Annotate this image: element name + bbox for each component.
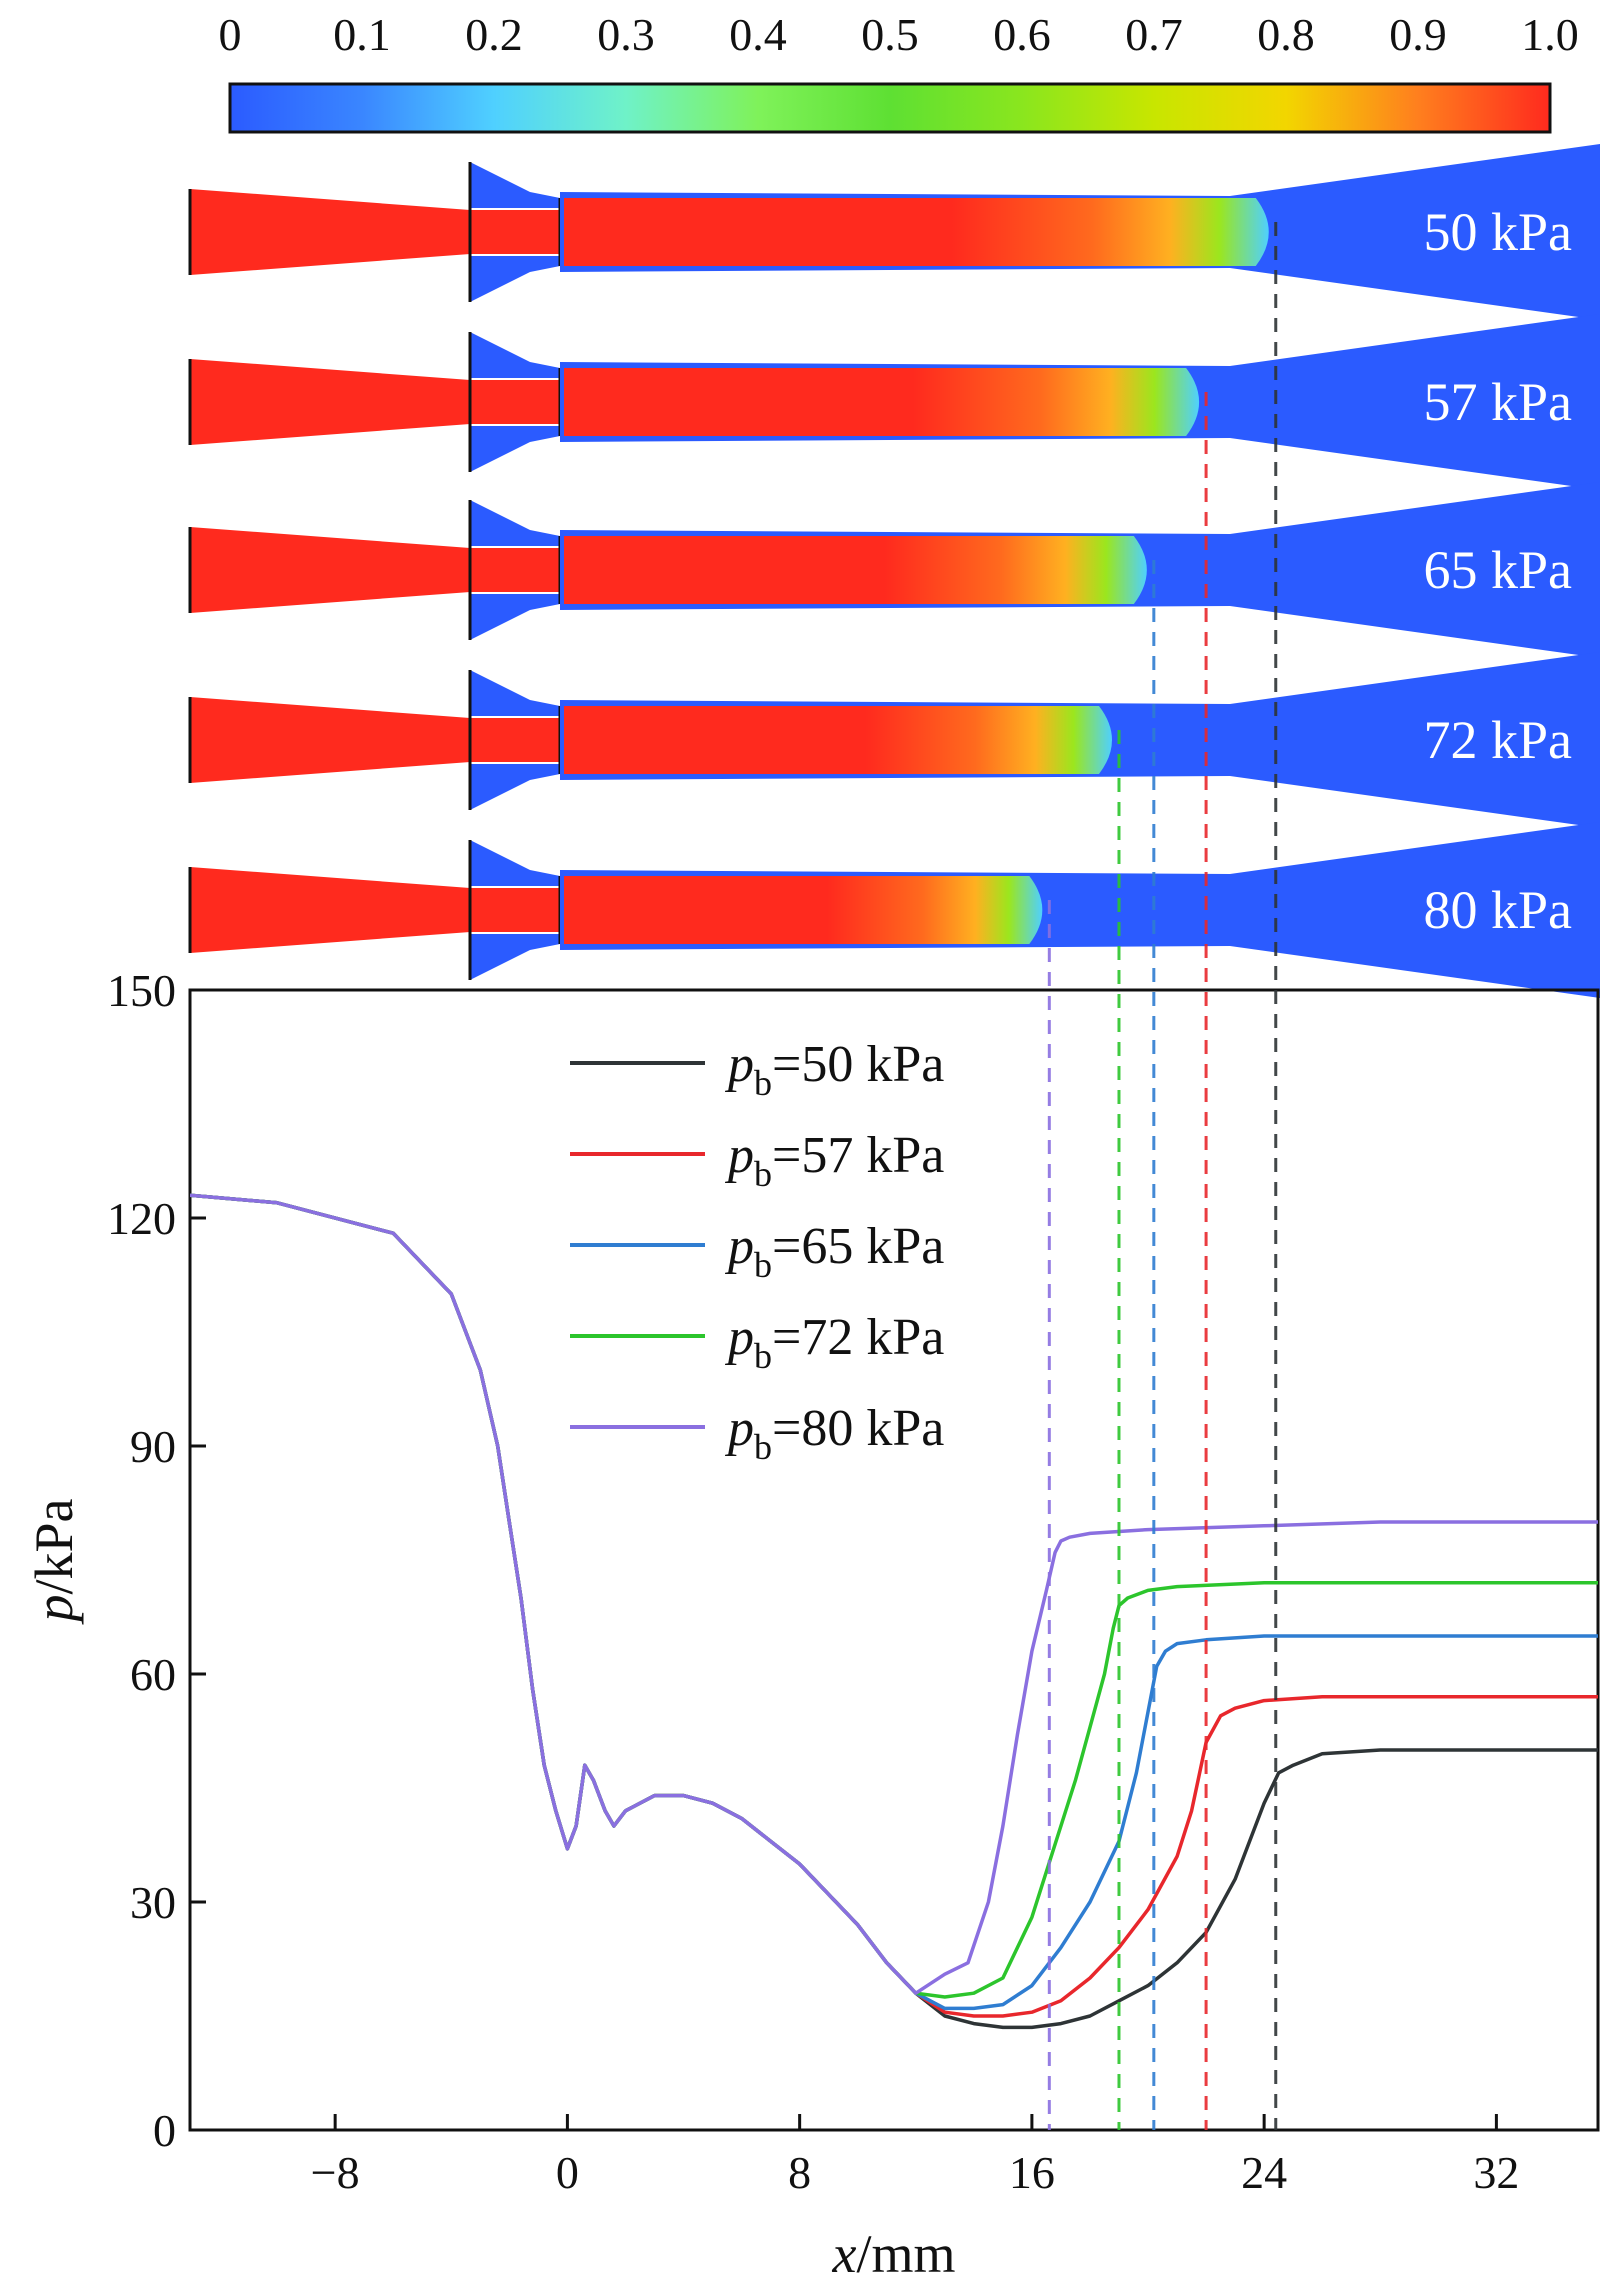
jet-core	[564, 536, 1147, 604]
suction-fin-top	[470, 332, 560, 378]
nozzle-inlet	[190, 867, 470, 953]
contour-strip: 72 kPa	[188, 652, 1600, 828]
contour-label: 65 kPa	[1424, 540, 1573, 600]
contour-label: 57 kPa	[1424, 372, 1573, 432]
legend-value: =50 kPa	[772, 1036, 944, 1093]
legend-entry: pb=57 kPa	[724, 1127, 944, 1194]
suction-fin-top	[470, 670, 560, 716]
y-tick-label: 30	[130, 1877, 176, 1928]
nozzle-throat	[470, 210, 560, 254]
contour-label: 72 kPa	[1424, 710, 1573, 770]
x-tick-label: 0	[556, 2147, 579, 2198]
colorbar-tick-label: 0.2	[465, 9, 523, 60]
nozzle-throat	[470, 548, 560, 592]
series-lines	[190, 1193, 1598, 2030]
nozzle-inlet	[190, 189, 470, 275]
contour-strip: 65 kPa	[188, 482, 1600, 658]
legend-symbol: p	[724, 1127, 754, 1184]
legend-subscript: b	[754, 1063, 772, 1103]
contour-strip: 57 kPa	[188, 314, 1600, 490]
x-tick-label: 8	[788, 2147, 811, 2198]
colorbar-tick-label: 0.5	[861, 9, 919, 60]
nozzle-inlet	[190, 359, 470, 445]
y-tick-label: 150	[107, 965, 176, 1016]
legend-subscript: b	[754, 1427, 772, 1467]
legend-entry: pb=80 kPa	[724, 1400, 944, 1467]
legend-entry: pb=72 kPa	[724, 1309, 944, 1376]
x-tick-label: 24	[1241, 2147, 1287, 2198]
colorbar-bar	[228, 82, 1552, 134]
legend-subscript: b	[754, 1336, 772, 1376]
y-tick-label: 120	[107, 1193, 176, 1244]
suction-fin-bottom	[470, 594, 560, 640]
x-tick-label: −8	[311, 2147, 360, 2198]
colorbar-tick-label: 0.8	[1257, 9, 1315, 60]
nozzle-throat	[470, 718, 560, 762]
suction-fin-top	[470, 500, 560, 546]
x-axis-label: x/mm	[832, 2224, 956, 2283]
legend-value: =80 kPa	[772, 1400, 944, 1457]
legend-subscript: b	[754, 1154, 772, 1194]
contour-strip: 80 kPa	[188, 822, 1600, 998]
contour-strips: 50 kPa 57 kPa 65 kPa 72 kPa 80 kPa	[188, 144, 1600, 998]
colorbar-tick-label: 0.6	[993, 9, 1051, 60]
y-tick-label: 90	[130, 1421, 176, 1472]
colorbar-tick-label: 0.7	[1125, 9, 1183, 60]
y-ticks: 0 30 60 90 120 150	[107, 965, 206, 2156]
jet-core	[564, 198, 1269, 266]
plot-frame	[188, 988, 1600, 2132]
legend-value: =57 kPa	[772, 1127, 944, 1184]
legend-value: =72 kPa	[772, 1309, 944, 1366]
legend-value: =65 kPa	[772, 1218, 944, 1275]
jet-core	[564, 706, 1112, 774]
series-line	[190, 1193, 1598, 1995]
suction-fin-top	[470, 840, 560, 886]
legend-entry: pb=50 kPa	[724, 1036, 944, 1103]
colorbar-tick-label: 0.1	[333, 9, 391, 60]
diffuser-channel	[560, 822, 1600, 998]
colorbar-tick-label: 0.9	[1389, 9, 1447, 60]
nozzle-throat	[470, 888, 560, 932]
jet-core	[564, 876, 1043, 944]
colorbar-tick-label: 0.3	[597, 9, 655, 60]
x-tick-label: 16	[1009, 2147, 1055, 2198]
colorbar-tick-label: 1.0	[1521, 9, 1579, 60]
y-axis-label: p/kPa	[24, 1498, 84, 1625]
nozzle-inlet	[190, 697, 470, 783]
suction-fin-bottom	[470, 256, 560, 302]
legend-symbol: p	[724, 1218, 754, 1275]
nozzle-throat	[470, 380, 560, 424]
colorbar-tick-labels: 0 0.1 0.2 0.3 0.4 0.5 0.6 0.7 0.8 0.9 1.0	[219, 9, 1579, 60]
legend-symbol: p	[724, 1309, 754, 1366]
legend-symbol: p	[724, 1036, 754, 1093]
suction-fin-bottom	[470, 426, 560, 472]
suction-fin-bottom	[470, 934, 560, 980]
shock-guides	[1047, 222, 1278, 2130]
legend-symbol: p	[724, 1400, 754, 1457]
contour-label: 80 kPa	[1424, 880, 1573, 940]
x-tick-label: 32	[1473, 2147, 1519, 2198]
suction-fin-top	[470, 162, 560, 208]
y-tick-label: 60	[130, 1649, 176, 1700]
colorbar: 0 0.1 0.2 0.3 0.4 0.5 0.6 0.7 0.8 0.9 1.0	[219, 9, 1579, 134]
suction-fin-bottom	[470, 764, 560, 810]
colorbar-tick-label: 0	[219, 9, 242, 60]
y-tick-label: 0	[153, 2105, 176, 2156]
legend-subscript: b	[754, 1245, 772, 1285]
colorbar-tick-label: 0.4	[729, 9, 787, 60]
contour-strip: 50 kPa	[188, 144, 1600, 320]
nozzle-inlet	[190, 527, 470, 613]
legend-entry: pb=65 kPa	[724, 1218, 944, 1285]
x-ticks: −8 0 8 16 24 32	[311, 2114, 1519, 2198]
jet-core	[564, 368, 1200, 436]
contour-label: 50 kPa	[1424, 202, 1573, 262]
